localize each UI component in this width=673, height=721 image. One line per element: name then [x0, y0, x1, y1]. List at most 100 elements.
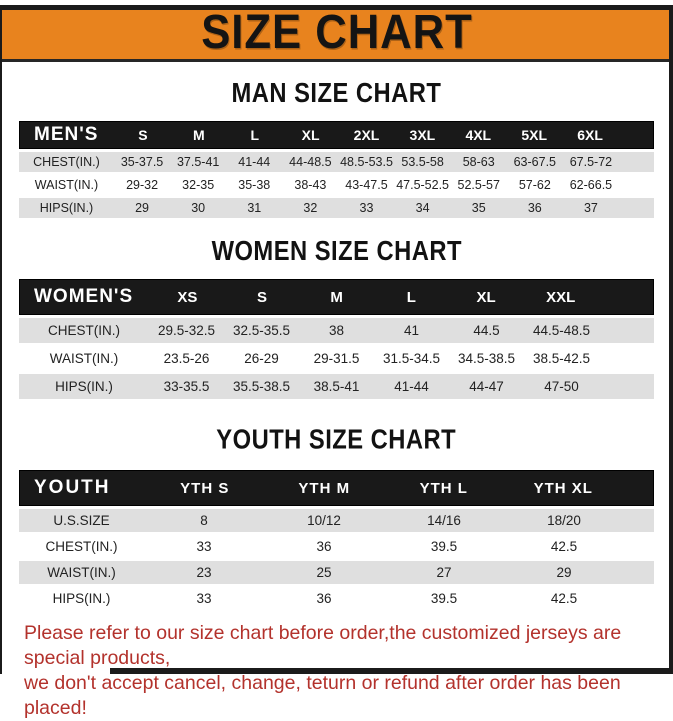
measure-value-cell: 48.5-53.5: [340, 155, 393, 169]
size-header-cell: YTH L: [419, 479, 468, 497]
table-row: HIPS(IN.) 33 36 39.5 42.5: [19, 587, 654, 610]
measure-value-cell: 39.5: [430, 539, 458, 554]
measure-value-cell: 34: [415, 201, 430, 215]
measure-value-cell: 44-47: [469, 379, 504, 394]
size-header-cell: XS: [177, 288, 198, 306]
measure-value-cell: 27: [436, 565, 452, 580]
measure-value-cell: 36: [527, 201, 542, 215]
measure-value-cell: 8: [200, 513, 208, 528]
table-row: CHEST(IN.) 33 36 39.5 42.5: [19, 535, 654, 558]
measure-value-cell: 38: [328, 323, 345, 338]
measure-value-cell: 33: [196, 539, 212, 554]
table-header-row: YOUTH YTH S YTH M YTH L YTH XL: [19, 470, 654, 506]
measure-value-cell: 41-44: [394, 379, 429, 394]
measure-value-cell: 29: [556, 565, 572, 580]
measure-value-cell: 36: [316, 591, 332, 606]
measure-value-cell: 38.5-42.5: [532, 351, 591, 366]
measure-value-cell: 57-62: [518, 178, 551, 192]
men-section-heading-text: MAN SIZE CHART: [231, 77, 442, 109]
measure-value-cell: 58-63: [462, 155, 495, 169]
measure-label-cell: WAIST(IN.): [34, 178, 99, 192]
size-header-cell: 4XL: [465, 127, 492, 143]
men-size-table: MEN'S S M L XL 2XL 3XL 4XL 5XL 6XL CHEST(IN.) 35-37…: [19, 121, 654, 218]
size-header-cell: 2XL: [353, 127, 380, 143]
women-size-table: WOMEN'S XS S M L XL XXL CHEST(IN.) 29.5-32.5 32.5…: [19, 279, 654, 399]
measure-label-cell: HIPS(IN.): [39, 201, 94, 215]
measure-value-cell: 31.5-34.5: [382, 351, 441, 366]
measure-value-cell: 33: [196, 591, 212, 606]
measure-value-cell: 35-38: [238, 178, 271, 192]
size-header-cell: S: [257, 288, 268, 306]
measure-value-cell: 23: [196, 565, 212, 580]
size-header-cell: L: [406, 288, 416, 306]
table-row: CHEST(IN.) 29.5-32.5 32.5-35.5 38 41 44.5 44.5…: [19, 318, 654, 343]
measure-value-cell: 47-50: [544, 379, 579, 394]
measure-value-cell: 29.5-32.5: [157, 323, 216, 338]
measure-value-cell: 18/20: [547, 513, 581, 528]
measure-value-cell: 63-67.5: [513, 155, 557, 169]
measure-value-cell: 10/12: [307, 513, 341, 528]
measure-value-cell: 35.5-38.5: [232, 379, 291, 394]
measure-value-cell: 30: [191, 201, 206, 215]
frame-top-bar: [0, 5, 673, 10]
youth-size-table: YOUTH YTH S YTH M YTH L YTH XL U.S.SIZE 8 10/12…: [19, 470, 654, 610]
table-title-cell: WOMEN'S: [34, 286, 134, 307]
measure-value-cell: 42.5: [550, 591, 578, 606]
measure-label-cell: HIPS(IN.): [55, 379, 113, 394]
measure-value-cell: 32: [303, 201, 318, 215]
measure-value-cell: 41-44: [238, 155, 271, 169]
youth-section-heading: YOUTH SIZE CHART: [0, 424, 673, 456]
measure-value-cell: 38.5-41: [313, 379, 360, 394]
measure-value-cell: 42.5: [550, 539, 578, 554]
size-header-cell: XXL: [546, 288, 576, 306]
measure-label-cell: WAIST(IN.): [49, 351, 119, 366]
frame-left-bar: [0, 5, 2, 674]
measure-value-cell: 41: [403, 323, 420, 338]
women-section-heading: WOMEN SIZE CHART: [0, 235, 673, 267]
table-row: CHEST(IN.) 35-37.5 37.5-41 41-44 44-48.5 48.5…: [19, 152, 654, 172]
measure-value-cell: 32-35: [182, 178, 215, 192]
measure-value-cell: 29: [135, 201, 149, 215]
measure-value-cell: 35: [471, 201, 486, 215]
measure-value-cell: 52.5-57: [457, 178, 500, 192]
measure-value-cell: 23.5-26: [163, 351, 210, 366]
measure-value-cell: 44.5: [473, 323, 500, 338]
disclaimer-line-1: Please refer to our size chart before or…: [24, 622, 622, 669]
measure-value-cell: 67.5-72: [569, 155, 613, 169]
table-header-row: MEN'S S M L XL 2XL 3XL 4XL 5XL 6XL: [19, 121, 654, 149]
measure-label-cell: U.S.SIZE: [53, 513, 110, 528]
table-header-row: WOMEN'S XS S M L XL XXL: [19, 279, 654, 315]
table-row: HIPS(IN.) 29 30 31 32 33 34 35 36 37: [19, 198, 654, 218]
measure-value-cell: 37.5-41: [176, 155, 220, 169]
measure-value-cell: 39.5: [430, 591, 458, 606]
measure-label-cell: CHEST(IN.): [45, 539, 118, 554]
table-title-cell: YOUTH: [34, 477, 111, 498]
size-header-cell: S: [138, 127, 148, 143]
women-section-heading-text: WOMEN SIZE CHART: [211, 235, 462, 267]
measure-value-cell: 62-66.5: [569, 178, 613, 192]
measure-value-cell: 14/16: [427, 513, 461, 528]
measure-value-cell: 26-29: [244, 351, 279, 366]
measure-value-cell: 47.5-52.5: [396, 178, 450, 192]
measure-value-cell: 33-35.5: [163, 379, 210, 394]
size-header-cell: XL: [476, 288, 496, 306]
size-header-cell: 3XL: [409, 127, 436, 143]
disclaimer-line-2: we don't accept cancel, change, teturn o…: [24, 672, 621, 719]
size-header-cell: M: [330, 288, 343, 306]
measure-value-cell: 35-37.5: [120, 155, 164, 169]
measure-label-cell: CHEST(IN.): [48, 323, 120, 338]
size-chart-banner: SIZE CHART: [0, 4, 673, 62]
measure-label-cell: CHEST(IN.): [33, 155, 100, 169]
measure-value-cell: 37: [583, 201, 598, 215]
measure-value-cell: 43-47.5: [345, 178, 388, 192]
youth-section-heading-text: YOUTH SIZE CHART: [216, 424, 457, 456]
size-header-cell: 5XL: [521, 127, 548, 143]
size-header-cell: YTH S: [180, 479, 230, 497]
measure-value-cell: 36: [316, 539, 332, 554]
measure-value-cell: 29-32: [126, 178, 159, 192]
table-row: WAIST(IN.) 23 25 27 29: [19, 561, 654, 584]
measure-value-cell: 38-43: [294, 178, 327, 192]
measure-value-cell: 53.5-58: [401, 155, 444, 169]
table-row: U.S.SIZE 8 10/12 14/16 18/20: [19, 509, 654, 532]
measure-value-cell: 29-31.5: [313, 351, 360, 366]
